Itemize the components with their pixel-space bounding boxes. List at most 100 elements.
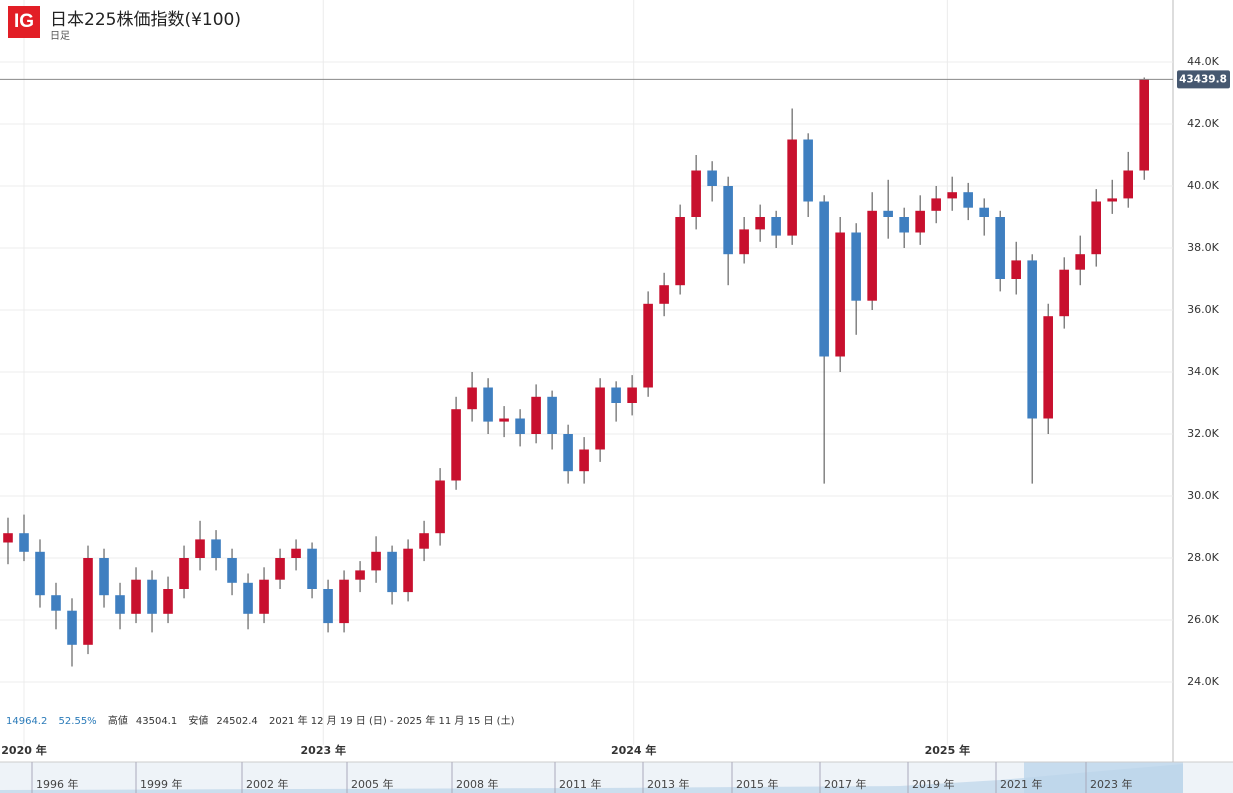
- candle-body: [51, 595, 61, 611]
- x-tick-label: 2025 年: [925, 743, 970, 757]
- candle-body: [3, 533, 13, 543]
- candle-body: [835, 232, 845, 357]
- candle-body: [371, 551, 381, 571]
- candle-body: [403, 548, 413, 593]
- grid: [0, 0, 1173, 745]
- candle-body: [915, 210, 925, 233]
- candle-body: [1027, 260, 1037, 419]
- stats-bar: 14964.2 52.55% 高値 43504.1 安値 24502.4 2021 …: [6, 712, 522, 727]
- candle-body: [803, 139, 813, 202]
- candle-body: [1075, 254, 1085, 270]
- candle-body: [275, 558, 285, 580]
- logo: IG: [8, 6, 40, 38]
- candle-body: [531, 396, 541, 434]
- candle-body: [627, 387, 637, 403]
- candle-body: [291, 548, 301, 558]
- navigator-label: 2023 年: [1090, 777, 1133, 791]
- navigator-label: 2017 年: [824, 777, 867, 791]
- candle-body: [435, 480, 445, 534]
- y-tick-label: 30.0K: [1187, 489, 1219, 502]
- candle-body: [307, 548, 317, 589]
- candle-body: [739, 229, 749, 255]
- candle-body: [851, 232, 861, 301]
- y-tick-label: 36.0K: [1187, 303, 1219, 316]
- candle-body: [771, 217, 781, 236]
- candle-body: [387, 551, 397, 593]
- navigator-label: 2015 年: [736, 777, 779, 791]
- candle-body: [515, 418, 525, 434]
- candle-body: [227, 558, 237, 583]
- candle-body: [931, 198, 941, 211]
- change-pct: 52.55%: [58, 716, 97, 727]
- last-price-label: 43439.8: [1179, 73, 1227, 85]
- candle-body: [1043, 316, 1053, 419]
- candle-body: [675, 217, 685, 286]
- candle-body: [979, 207, 989, 217]
- candle-body: [995, 217, 1005, 279]
- candle-body: [355, 570, 365, 580]
- candle-body: [211, 539, 221, 558]
- candle-body: [467, 387, 477, 410]
- candle-body: [563, 434, 573, 472]
- candle-body: [19, 533, 29, 552]
- candle-body: [1123, 170, 1133, 199]
- candle-body: [867, 210, 877, 301]
- candle-body: [1059, 269, 1069, 317]
- candle-body: [1011, 260, 1021, 279]
- y-tick-label: 28.0K: [1187, 551, 1219, 564]
- candle-body: [195, 539, 205, 558]
- last-price-box: [1177, 70, 1230, 89]
- navigator-area: [0, 764, 1183, 793]
- y-tick-label: 38.0K: [1187, 241, 1219, 254]
- candle-body: [723, 186, 733, 255]
- candle-body: [419, 533, 429, 549]
- candle-body: [579, 449, 589, 472]
- navigator-label: 2019 年: [912, 777, 955, 791]
- chart-subtitle: 日足: [50, 31, 70, 42]
- candle-body: [147, 579, 157, 614]
- navigator-label: 1996 年: [36, 777, 79, 791]
- candle-body: [179, 558, 189, 589]
- x-tick-label: 2020 年: [1, 743, 46, 757]
- y-tick-label: 32.0K: [1187, 427, 1219, 440]
- candle-body: [707, 170, 717, 186]
- high-label: 高値: [107, 716, 128, 727]
- navigator-label: 2021 年: [1000, 777, 1043, 791]
- y-tick-label: 26.0K: [1187, 613, 1219, 626]
- candle-body: [611, 387, 621, 403]
- candle-body: [243, 582, 253, 614]
- candle-body: [963, 192, 973, 208]
- candle-body: [947, 192, 957, 199]
- candle-body: [819, 201, 829, 357]
- candle-body: [451, 409, 461, 481]
- x-tick-label: 2024 年: [611, 743, 656, 757]
- candle-body: [659, 285, 669, 304]
- y-tick-label: 44.0K: [1187, 55, 1219, 68]
- candle-body: [483, 387, 493, 422]
- y-tick-label: 40.0K: [1187, 179, 1219, 192]
- navigator-label: 2002 年: [246, 777, 289, 791]
- low-value: 24502.4: [216, 716, 258, 727]
- candle-body: [499, 418, 509, 422]
- candle-body: [115, 595, 125, 614]
- candle-body: [83, 558, 93, 645]
- x-tick-label: 2023 年: [301, 743, 346, 757]
- candle-body: [163, 589, 173, 614]
- navigator-label: 2011 年: [559, 777, 602, 791]
- low-label: 安値: [188, 716, 209, 727]
- navigator-label: 2013 年: [647, 777, 690, 791]
- change: 14964.2: [6, 716, 48, 727]
- candle-body: [643, 303, 653, 388]
- y-tick-label: 24.0K: [1187, 675, 1219, 688]
- y-tick-label: 42.0K: [1187, 117, 1219, 130]
- candle-body: [691, 170, 701, 217]
- chart-title: 日本225株価指数(¥100): [50, 10, 241, 30]
- candle-body: [595, 387, 605, 450]
- candle-body: [1091, 201, 1101, 255]
- candle-body: [1107, 198, 1117, 202]
- navigator-label: 1999 年: [140, 777, 183, 791]
- navigator-label: 2005 年: [351, 777, 394, 791]
- candle-body: [755, 217, 765, 230]
